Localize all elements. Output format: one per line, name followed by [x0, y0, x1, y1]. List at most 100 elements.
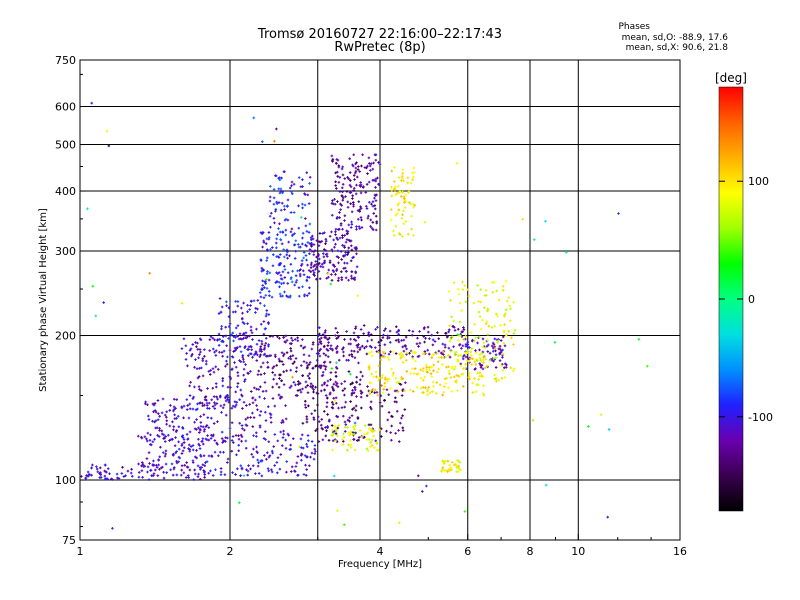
data-point — [349, 179, 352, 182]
data-point — [305, 417, 309, 421]
data-point — [271, 366, 275, 370]
data-point — [351, 197, 354, 200]
data-point — [194, 341, 197, 344]
data-point — [332, 432, 335, 435]
data-point — [84, 476, 88, 480]
data-point — [264, 242, 268, 245]
data-point — [275, 200, 278, 204]
data-point — [334, 233, 337, 236]
data-point — [251, 338, 254, 341]
data-point — [456, 327, 460, 331]
data-point — [442, 469, 446, 472]
data-point — [301, 242, 304, 246]
data-point — [302, 256, 305, 260]
data-point — [273, 464, 276, 467]
data-point — [464, 355, 468, 359]
data-point — [311, 396, 315, 400]
data-point — [242, 357, 245, 361]
data-point — [459, 364, 463, 368]
data-point — [334, 227, 338, 231]
data-point — [363, 424, 367, 427]
data-point — [153, 438, 156, 441]
data-point — [637, 337, 641, 341]
data-point — [167, 433, 170, 437]
data-point — [462, 326, 465, 329]
data-point — [336, 238, 340, 241]
data-point — [394, 376, 398, 380]
data-point — [260, 339, 264, 343]
data-point — [191, 461, 195, 464]
data-point — [327, 268, 331, 272]
data-point — [260, 266, 264, 270]
data-point — [280, 421, 283, 424]
data-point — [241, 311, 244, 315]
data-point — [478, 362, 482, 365]
data-point — [329, 344, 333, 347]
data-point — [426, 370, 429, 374]
data-point — [373, 196, 376, 200]
data-point — [409, 202, 412, 206]
data-point — [437, 367, 440, 371]
data-point — [258, 413, 262, 417]
data-point — [201, 374, 205, 378]
data-point — [512, 332, 516, 335]
data-point — [414, 351, 417, 354]
data-point — [397, 440, 401, 443]
data-point — [346, 200, 350, 204]
data-point — [328, 234, 332, 238]
data-point — [308, 372, 311, 375]
data-point — [497, 378, 500, 382]
data-point — [206, 434, 209, 437]
data-point — [262, 348, 266, 351]
data-point — [152, 459, 155, 463]
data-point — [504, 312, 507, 316]
data-point — [140, 469, 144, 473]
data-point — [130, 467, 133, 471]
data-point — [311, 366, 315, 370]
data-point — [460, 330, 464, 334]
data-point — [188, 468, 192, 472]
data-point — [503, 344, 507, 348]
data-point — [221, 354, 224, 358]
data-point — [215, 395, 218, 399]
data-point — [298, 272, 302, 276]
data-point — [504, 334, 508, 338]
data-point — [227, 315, 231, 318]
data-point — [387, 336, 391, 340]
data-point — [365, 207, 369, 210]
data-point — [307, 231, 311, 234]
data-point — [340, 167, 344, 171]
data-point — [221, 340, 225, 343]
data-point — [270, 468, 273, 472]
data-point — [229, 333, 233, 337]
data-point — [313, 263, 317, 267]
data-point — [354, 325, 358, 329]
data-point — [308, 376, 311, 380]
data-point — [341, 244, 344, 247]
data-point — [294, 383, 297, 387]
data-point — [244, 336, 247, 339]
data-point — [383, 381, 387, 385]
data-point — [165, 419, 169, 423]
data-point — [294, 357, 298, 360]
data-point — [437, 349, 441, 353]
data-point — [297, 245, 301, 249]
data-point — [474, 363, 478, 366]
data-point — [291, 362, 295, 365]
data-point — [335, 401, 338, 405]
data-point — [423, 352, 426, 356]
data-point — [91, 463, 94, 467]
data-point — [374, 158, 378, 162]
data-point — [309, 382, 313, 386]
data-point — [357, 361, 360, 365]
data-point — [504, 308, 508, 312]
data-point — [285, 460, 289, 463]
data-point — [296, 473, 300, 477]
data-point — [289, 447, 293, 451]
data-point — [289, 357, 293, 361]
data-point — [90, 466, 93, 470]
data-point — [494, 356, 498, 360]
data-point — [344, 423, 348, 426]
data-point — [234, 403, 238, 407]
data-point — [456, 333, 460, 336]
